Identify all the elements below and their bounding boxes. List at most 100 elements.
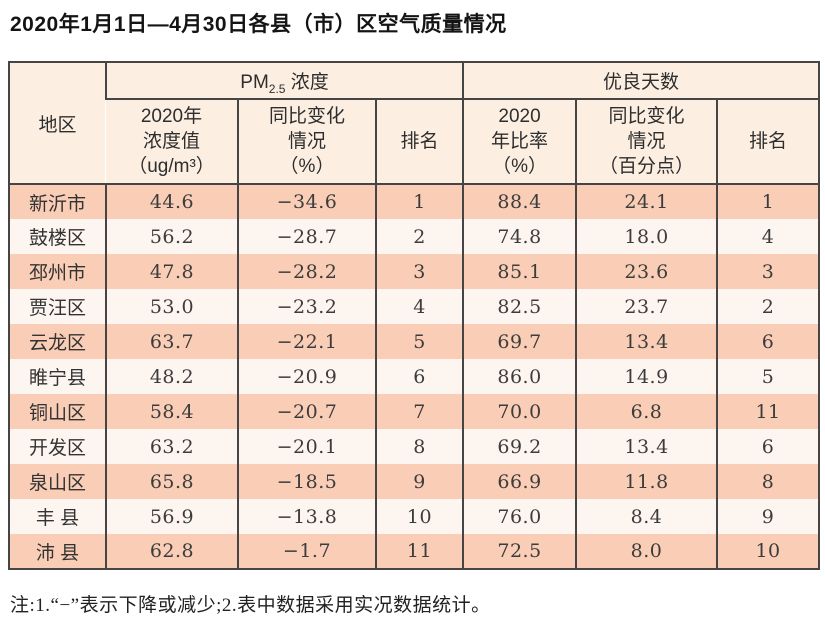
pm25-label-suffix: 浓度 [285, 72, 329, 94]
cell-rate-rank: 3 [716, 254, 820, 290]
cell-rate-rank: 5 [716, 359, 820, 395]
cell-pm25-concentration: 63.2 [105, 429, 238, 465]
column-header-rate-change: 同比变化 情况 （百分点） [575, 99, 718, 186]
cell-rate-rank: 10 [716, 534, 820, 570]
cell-region: 贾汪区 [28, 298, 86, 320]
table-row: 新沂市 44.6 −34.6 1 88.4 24.1 1 [9, 184, 820, 220]
cell-rate-change: 13.4 [575, 324, 718, 360]
cell-rate: 69.2 [462, 429, 577, 465]
cell-pm25-rank: 4 [374, 289, 464, 325]
table-row: 沛 县 62.8 −1.7 11 72.5 8.0 10 [9, 534, 820, 570]
cell-pm25-change: −20.7 [237, 394, 376, 430]
cell-rate: 82.5 [462, 289, 577, 325]
cell-rate-change: 24.1 [575, 184, 718, 220]
cell-rate: 76.0 [462, 499, 577, 535]
table-row: 邳州市 47.8 −28.2 3 85.1 23.6 3 [9, 254, 820, 290]
cell-rate-rank: 2 [716, 289, 820, 325]
cell-pm25-rank: 7 [374, 394, 464, 430]
table-row: 泉山区 65.8 −18.5 9 66.9 11.8 8 [9, 464, 820, 500]
cell-pm25-rank: 6 [374, 359, 464, 395]
cell-pm25-concentration: 53.0 [105, 289, 238, 325]
column-group-good-days: 优良天数 [462, 62, 820, 101]
cell-rate-change: 6.8 [575, 394, 718, 430]
cell-pm25-change: −22.1 [237, 324, 376, 360]
cell-pm25-concentration: 44.6 [105, 184, 238, 220]
air-quality-table: 地区 PM2.5 浓度 优良天数 2020年 浓度值 （ug/m³） 同比变化 … [8, 61, 821, 571]
table-row: 云龙区 63.7 −22.1 5 69.7 13.4 6 [9, 324, 820, 360]
cell-rate-rank: 4 [716, 219, 820, 255]
column-header-pm25-concentration: 2020年 浓度值 （ug/m³） [106, 99, 238, 186]
cell-region: 睢宁县 [28, 368, 86, 390]
cell-rate-rank: 6 [716, 429, 820, 465]
table-row: 睢宁县 48.2 −20.9 6 86.0 14.9 5 [9, 359, 820, 395]
cell-pm25-rank: 10 [374, 499, 464, 535]
cell-rate-rank: 6 [716, 324, 820, 360]
table-body: 新沂市 44.6 −34.6 1 88.4 24.1 1 鼓楼区 56.2 −2… [9, 184, 820, 570]
cell-rate-change: 13.4 [575, 429, 718, 465]
cell-pm25-concentration: 62.8 [105, 534, 238, 570]
cell-rate-rank: 1 [716, 184, 820, 220]
cell-rate-change: 23.6 [575, 254, 718, 290]
cell-rate-change: 23.7 [575, 289, 718, 325]
cell-region: 鼓楼区 [28, 228, 86, 250]
cell-pm25-rank: 3 [374, 254, 464, 290]
table-row: 铜山区 58.4 −20.7 7 70.0 6.8 11 [9, 394, 820, 430]
pm25-label-prefix: PM [240, 72, 269, 94]
cell-rate-rank: 8 [716, 464, 820, 500]
cell-region: 云龙区 [28, 333, 86, 355]
cell-rate-rank: 11 [716, 394, 820, 430]
cell-rate: 69.7 [462, 324, 577, 360]
header-group-row: 地区 PM2.5 浓度 优良天数 [9, 62, 820, 186]
column-header-rate: 2020 年比率 （%） [462, 99, 577, 186]
cell-pm25-change: −20.1 [237, 429, 376, 465]
cell-pm25-change: −23.2 [237, 289, 376, 325]
table-row: 丰 县 56.9 −13.8 10 76.0 8.4 9 [9, 499, 820, 535]
cell-rate-change: 8.0 [575, 534, 718, 570]
cell-rate: 86.0 [462, 359, 577, 395]
cell-pm25-concentration: 56.2 [105, 219, 238, 255]
cell-region: 邳州市 [28, 263, 86, 285]
cell-rate: 66.9 [462, 464, 577, 500]
header-sub-row: 2020年 浓度值 （ug/m³） 同比变化 情况 （%） 排名 2020 年比… [9, 99, 820, 186]
cell-rate: 85.1 [462, 254, 577, 290]
table-header: 地区 PM2.5 浓度 优良天数 2020年 浓度值 （ug/m³） 同比变化 … [9, 62, 820, 186]
cell-pm25-rank: 5 [374, 324, 464, 360]
table-row: 贾汪区 53.0 −23.2 4 82.5 23.7 2 [9, 289, 820, 325]
cell-rate-change: 8.4 [575, 499, 718, 535]
page-title: 2020年1月1日—4月30日各县（市）区空气质量情况 [10, 13, 507, 36]
cell-region: 沛 县 [35, 542, 80, 564]
cell-pm25-change: −1.7 [237, 534, 376, 570]
table-row: 鼓楼区 56.2 −28.7 2 74.8 18.0 4 [9, 219, 820, 255]
cell-pm25-change: −34.6 [237, 184, 376, 220]
footnote: 注:1.“−”表示下降或减少;2.表中数据采用实况数据统计。 [10, 595, 491, 617]
cell-region: 开发区 [28, 438, 86, 460]
cell-pm25-change: −13.8 [237, 499, 376, 535]
table-row: 开发区 63.2 −20.1 8 69.2 13.4 6 [9, 429, 820, 465]
cell-region: 泉山区 [28, 473, 86, 495]
column-header-pm25-change: 同比变化 情况 （%） [237, 99, 376, 186]
cell-rate-change: 18.0 [575, 219, 718, 255]
cell-pm25-concentration: 48.2 [105, 359, 238, 395]
cell-pm25-rank: 11 [374, 534, 464, 570]
cell-pm25-rank: 2 [374, 219, 464, 255]
cell-region: 丰 县 [35, 508, 80, 530]
cell-pm25-concentration: 56.9 [105, 499, 238, 535]
column-header-rate-rank: 排名 [716, 99, 820, 186]
cell-pm25-rank: 9 [374, 464, 464, 500]
cell-rate: 72.5 [462, 534, 577, 570]
cell-pm25-concentration: 63.7 [105, 324, 238, 360]
cell-pm25-rank: 8 [374, 429, 464, 465]
cell-rate: 70.0 [462, 394, 577, 430]
cell-rate-change: 14.9 [575, 359, 718, 395]
cell-region: 新沂市 [28, 193, 86, 215]
cell-pm25-rank: 1 [374, 184, 464, 220]
column-group-pm25: PM2.5 浓度 [104, 62, 464, 101]
cell-rate-change: 11.8 [575, 464, 718, 500]
cell-pm25-change: −28.2 [237, 254, 376, 290]
column-header-region: 地区 [9, 62, 106, 186]
cell-pm25-change: −28.7 [237, 219, 376, 255]
cell-pm25-change: −20.9 [237, 359, 376, 395]
cell-pm25-concentration: 58.4 [105, 394, 238, 430]
cell-rate: 88.4 [462, 184, 577, 220]
